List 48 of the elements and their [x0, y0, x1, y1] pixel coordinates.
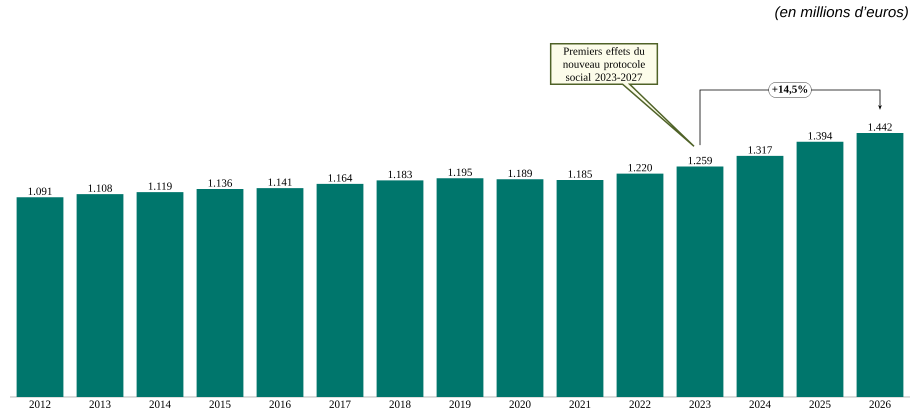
bar: [856, 132, 904, 397]
x-tick-label: 2017: [329, 400, 351, 408]
x-tick-label: 2019: [449, 400, 471, 408]
x-tick-label: 2020: [509, 400, 531, 408]
bar: [256, 188, 304, 397]
x-tick-label: 2022: [629, 400, 650, 408]
data-label: 1.220: [628, 164, 652, 172]
bar: [16, 197, 64, 397]
text: +14,5%: [772, 85, 808, 94]
data-label: 1.259: [688, 156, 712, 164]
x-tick-label: 2023: [689, 400, 711, 408]
bar: [796, 142, 844, 397]
bar: [436, 178, 484, 397]
data-label: 1.164: [328, 174, 352, 182]
bar: [136, 192, 184, 397]
bar: [376, 180, 424, 397]
x-tick-label: 2015: [209, 400, 231, 408]
x-tick-label: 2024: [749, 400, 771, 408]
data-label: 1.119: [148, 182, 172, 190]
data-label: 1.317: [748, 146, 772, 154]
data-label: 1.394: [808, 132, 832, 140]
data-label: 1.195: [448, 168, 472, 176]
data-label: 1.136: [208, 179, 232, 187]
x-tick-label: 2026: [869, 400, 891, 408]
data-label: 1.141: [268, 178, 292, 186]
bar: [676, 166, 724, 397]
x-tick-label: 2013: [90, 400, 111, 408]
x-tick-label: 2025: [809, 400, 831, 408]
data-label: 1.442: [868, 123, 892, 131]
data-label: 1.185: [568, 170, 592, 178]
bar: [556, 180, 604, 397]
x-tick-label: 2021: [569, 400, 590, 408]
text: Premiers effets du nouveau protocole social 2023-2027: [563, 47, 645, 81]
x-tick-label: 2014: [149, 400, 171, 408]
bar: [196, 189, 244, 397]
x-tick-label: 2012: [30, 400, 50, 408]
data-label: 1.189: [508, 170, 532, 178]
x-tick-label: 2016: [269, 400, 291, 408]
data-label: 1.183: [388, 170, 412, 178]
x-tick-label: 2018: [389, 400, 411, 408]
bar: [316, 184, 364, 397]
data-label: 1.091: [28, 188, 52, 196]
chart-subtitle: (en millions d’euros): [775, 6, 908, 20]
bar: [76, 194, 124, 397]
bar: [616, 174, 664, 397]
bar: [496, 179, 544, 397]
data-label: 1.108: [88, 184, 112, 192]
bar: [736, 156, 784, 397]
